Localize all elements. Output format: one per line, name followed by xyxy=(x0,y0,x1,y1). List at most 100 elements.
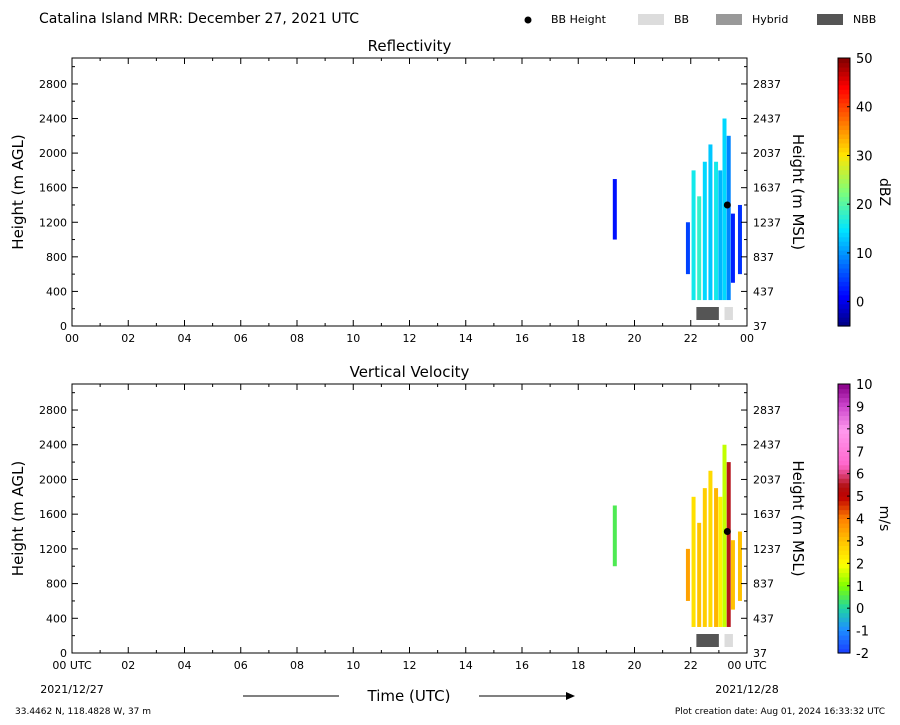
x-tick-label: 06 xyxy=(234,659,248,672)
colorbar-segment xyxy=(838,572,850,578)
x-tick-label: 16 xyxy=(515,332,529,345)
colorbar-segment xyxy=(838,554,850,560)
colorbar-segment xyxy=(838,294,850,300)
colorbar-segment xyxy=(838,648,850,654)
colorbar-segment xyxy=(838,58,850,64)
y2-tick-label: 437 xyxy=(753,612,774,625)
colorbar-segment xyxy=(838,107,850,113)
colorbar-segment xyxy=(838,630,850,636)
colorbar-segment xyxy=(838,401,850,408)
colorbar-segment xyxy=(838,120,850,126)
colorbar-segment xyxy=(838,585,850,591)
x-tick-label: 10 xyxy=(346,332,360,345)
colorbar-segment xyxy=(838,303,850,309)
echo-column xyxy=(737,531,742,601)
colorbar-label: m/s xyxy=(876,506,892,532)
y2-tick-label: 2037 xyxy=(753,473,781,486)
colorbar-segment xyxy=(838,388,850,394)
x-tick-label: 02 xyxy=(121,659,135,672)
colorbar-segment xyxy=(838,482,850,488)
colorbar-tick-label: 20 xyxy=(856,198,873,213)
colorbar-segment xyxy=(838,89,850,95)
colorbar-segment xyxy=(838,415,850,421)
colorbar-tick-label: 10 xyxy=(856,247,873,262)
colorbar-segment xyxy=(838,232,850,238)
colorbar-segment xyxy=(838,428,850,434)
plot-frame xyxy=(71,383,748,654)
y-tick-label: 1600 xyxy=(39,508,67,521)
colorbar-segment xyxy=(838,549,850,555)
colorbar-segment xyxy=(838,487,850,493)
y2-tick-label: 2837 xyxy=(753,404,781,417)
colorbar-segment xyxy=(838,563,850,569)
colorbar-segment xyxy=(838,558,850,564)
colorbar-segment xyxy=(838,500,850,506)
y-tick-label: 400 xyxy=(46,612,67,625)
y2-tick-label: 37 xyxy=(753,647,767,660)
echo-column xyxy=(726,135,731,301)
y2-tick-label: 1637 xyxy=(753,508,781,521)
x-tick-label: 22 xyxy=(684,332,698,345)
legend-bb-height-marker xyxy=(524,16,532,24)
y-tick-label: 2000 xyxy=(39,147,67,160)
x-tick-label: 04 xyxy=(178,332,192,345)
colorbar-segment xyxy=(838,254,850,260)
colorbar-segment xyxy=(838,491,850,497)
colorbar-segment xyxy=(838,125,850,131)
colorbar-segment xyxy=(838,626,850,632)
colorbar-segment xyxy=(838,397,850,403)
y2-tick-label: 2437 xyxy=(753,439,781,452)
y2-tick-label: 37 xyxy=(753,320,767,333)
y2-tick-label: 1637 xyxy=(753,182,781,195)
y2-tick-label: 1237 xyxy=(753,543,781,556)
colorbar-segment xyxy=(838,599,850,605)
colorbar-segment xyxy=(838,245,850,251)
y2-tick-label: 1237 xyxy=(753,216,781,229)
colorbar-tick-label: 10 xyxy=(856,378,873,393)
y-tick-label: 2800 xyxy=(39,404,67,417)
start-date-label: 2021/12/27 xyxy=(40,683,103,696)
colorbar-segment xyxy=(838,644,850,650)
colorbar-segment xyxy=(838,285,850,291)
location-label: 33.4462 N, 118.4828 W, 37 m xyxy=(15,707,151,717)
colorbar-segment xyxy=(838,290,850,296)
y2-tick-label: 837 xyxy=(753,578,774,591)
y-tick-label: 1200 xyxy=(39,543,67,556)
colorbar-segment xyxy=(838,536,850,542)
echo-column xyxy=(612,505,617,567)
x-tick-label: 00 UTC xyxy=(727,659,767,672)
colorbar-tick-label: 3 xyxy=(856,535,864,550)
colorbar-tick-label: 40 xyxy=(856,101,873,116)
colorbar-segment xyxy=(838,406,850,412)
echo-column xyxy=(730,540,735,610)
colorbar-tick-label: 0 xyxy=(856,296,864,311)
x-tick-label: 08 xyxy=(290,659,304,672)
colorbar-segment xyxy=(838,165,850,171)
colorbar-segment xyxy=(838,437,850,443)
colorbar-segment xyxy=(838,272,850,278)
colorbar-segment xyxy=(838,392,850,399)
echo-column xyxy=(714,488,719,627)
colorbar-segment xyxy=(838,509,850,515)
y-tick-label: 400 xyxy=(46,285,67,298)
colorbar-segment xyxy=(838,608,850,614)
colorbar-segment xyxy=(838,267,850,273)
colorbar-segment xyxy=(838,299,850,305)
colorbar-segment xyxy=(838,209,850,215)
colorbar-tick-label: 50 xyxy=(856,52,873,67)
colorbar-segment xyxy=(838,455,850,461)
time-arrow-head xyxy=(566,692,575,700)
colorbar-segment xyxy=(838,62,850,68)
colorbar-segment xyxy=(838,80,850,86)
colorbar-segment xyxy=(838,93,850,99)
x-tick-label: 12 xyxy=(403,659,417,672)
colorbar-tick-label: -1 xyxy=(856,625,869,640)
y-axis-label: Height (m AGL) xyxy=(9,461,27,576)
colorbar-segment xyxy=(838,635,850,641)
colorbar-segment xyxy=(838,469,850,475)
x-tick-label: 00 xyxy=(740,332,754,345)
echo-column xyxy=(730,213,735,283)
colorbar-segment xyxy=(838,433,850,439)
